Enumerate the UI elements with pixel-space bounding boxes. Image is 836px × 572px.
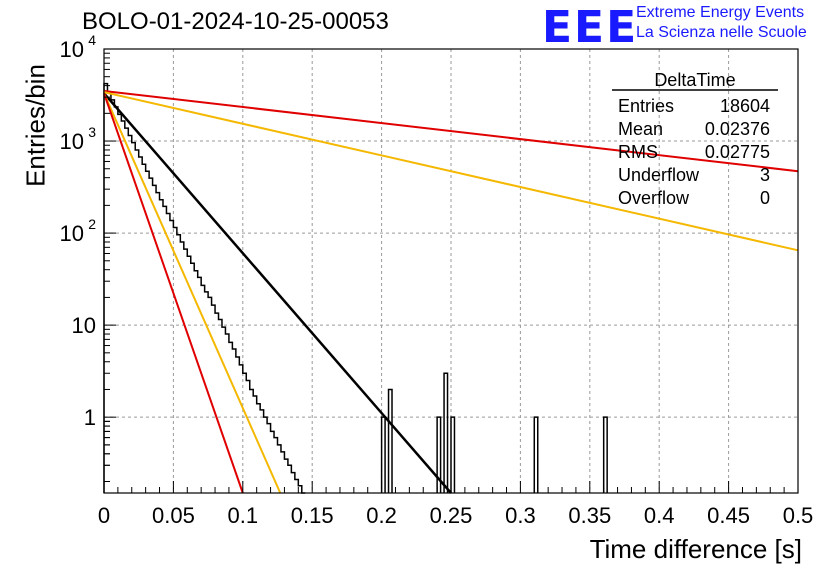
x-tick-label: 0.3 — [505, 503, 536, 528]
histogram-tail-bin — [450, 416, 456, 493]
stats-label: Overflow — [618, 188, 690, 208]
y-tick-label: 10 — [60, 37, 84, 62]
y-tick-label: 10 — [72, 313, 96, 338]
stats-label: Mean — [618, 119, 663, 139]
series-line-4 — [103, 92, 244, 494]
x-tick-label: 0.35 — [568, 503, 611, 528]
x-tick-label: 0.15 — [291, 503, 334, 528]
histogram-tail-bin — [387, 388, 393, 493]
x-tick-label: 0.4 — [644, 503, 675, 528]
y-tick-exponent: 2 — [88, 216, 96, 232]
y-tick-label: 1 — [84, 405, 96, 430]
x-tick-label: 0.05 — [152, 503, 195, 528]
stats-label: RMS — [618, 142, 658, 162]
x-tick-label: 0.5 — [783, 503, 814, 528]
stats-value: 0.02775 — [705, 142, 770, 162]
stats-value: 0 — [760, 188, 770, 208]
histogram-tail-bin — [436, 416, 442, 493]
histogram-tail-bin — [443, 372, 449, 493]
histogram-tail-bin — [533, 416, 539, 493]
series-line-0 — [103, 92, 452, 494]
stats-value: 3 — [760, 165, 770, 185]
y-tick-exponent: 4 — [88, 32, 96, 48]
stats-label: Entries — [618, 96, 674, 116]
y-tick-exponent: 3 — [88, 124, 96, 140]
x-tick-label: 0.45 — [707, 503, 750, 528]
run-title: BOLO-01-2024-10-25-00053 — [82, 8, 389, 35]
x-tick-label: 0.2 — [366, 503, 397, 528]
logo-line-2: La Scienza nelle Scuole — [636, 24, 807, 41]
x-tick-label: 0.1 — [228, 503, 259, 528]
y-axis-label: Entries/bin — [20, 64, 51, 187]
logo-line-1: Extreme Energy Events — [636, 4, 805, 21]
stats-label: Underflow — [618, 165, 700, 185]
stats-title: DeltaTime — [654, 70, 735, 90]
y-tick-label: 10 — [60, 221, 84, 246]
stats-value: 0.02376 — [705, 119, 770, 139]
x-axis-label: Time difference [s] — [589, 534, 802, 564]
stats-value: 18604 — [720, 96, 770, 116]
histogram-steps — [103, 82, 306, 494]
series-line-1 — [103, 89, 799, 173]
x-tick-label: 0.25 — [430, 503, 473, 528]
series-line-3 — [103, 92, 282, 494]
histogram-tail-bin — [602, 416, 608, 493]
series-line-2 — [103, 91, 799, 252]
x-tick-label: 0 — [98, 503, 110, 528]
eee-logo: EEE — [542, 2, 639, 53]
histogram-tail-bin — [380, 416, 386, 493]
y-tick-label: 10 — [60, 129, 84, 154]
